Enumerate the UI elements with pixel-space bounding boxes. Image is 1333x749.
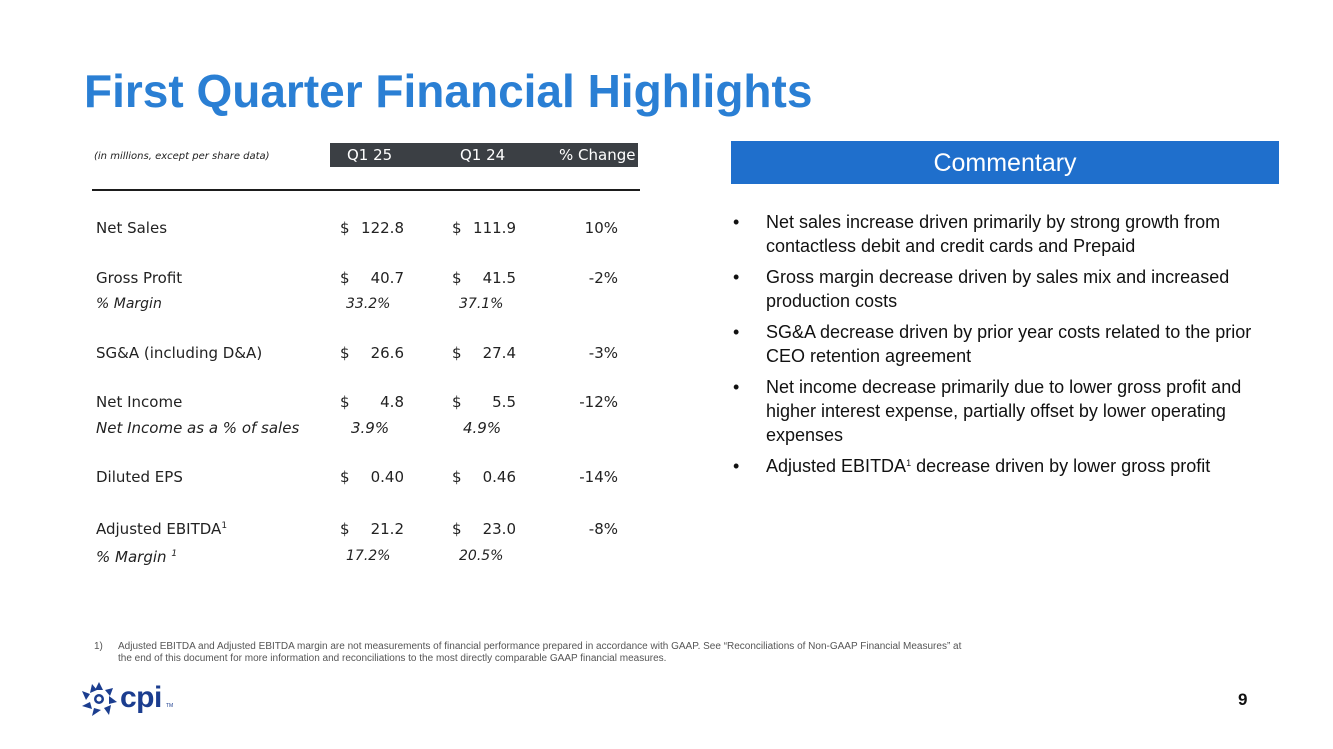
subrow-label-text: % Margin [96, 548, 167, 566]
commentary-item: • Adjusted EBITDA1 decrease driven by low… [733, 454, 1263, 478]
value-q1-25: 26.6 [370, 344, 404, 362]
margin-q1-24: 4.9% [463, 419, 502, 437]
value-change: -8% [588, 520, 618, 538]
currency-symbol: $ [340, 269, 350, 287]
header-change: % Change [559, 146, 636, 164]
bullet-icon: • [733, 456, 740, 476]
value-q1-25: 0.40 [370, 468, 404, 486]
commentary-item: • Net sales increase driven primarily by … [733, 210, 1263, 258]
value-q1-25: 21.2 [370, 520, 404, 538]
cpi-star-icon [82, 682, 117, 716]
bullet-icon: • [733, 377, 740, 397]
currency-symbol: $ [340, 393, 350, 411]
row-label: Diluted EPS [96, 468, 183, 486]
commentary-item: • SG&A decrease driven by prior year cost… [733, 320, 1263, 368]
subrow-label: Net Income as a % of sales [96, 419, 300, 437]
value-q1-25: 122.8 [361, 219, 404, 237]
footnote-text: Adjusted EBITDA and Adjusted EBITDA marg… [118, 641, 962, 664]
row-label: SG&A (including D&A) [96, 344, 263, 362]
commentary-item: • Net income decrease primarily due to lo… [733, 375, 1263, 447]
commentary-item: • Gross margin decrease driven by sales m… [733, 265, 1263, 313]
currency-symbol: $ [340, 344, 350, 362]
commentary-header: Commentary [731, 141, 1279, 184]
currency-symbol: $ [452, 219, 462, 237]
value-q1-24: 27.4 [482, 344, 516, 362]
header-divider [92, 189, 640, 191]
table-row: Diluted EPS $ 0.40 $ 0.46 -14% [92, 468, 640, 490]
header-q1-25: Q1 25 [347, 146, 393, 164]
table-row: Net Income $ 4.8 $ 5.5 -12% [92, 393, 640, 415]
footnote-marker: 1 [906, 458, 912, 468]
value-change: -2% [588, 269, 618, 287]
financial-table: (in millions, except per share data) Q1 … [92, 141, 640, 571]
currency-symbol: $ [452, 520, 462, 538]
commentary-text: SG&A decrease driven by prior year costs… [766, 322, 1252, 366]
value-change: -3% [588, 344, 618, 362]
bullet-icon: • [733, 322, 740, 342]
table-subrow: Net Income as a % of sales 3.9% 4.9% [92, 419, 640, 439]
commentary-text: Net sales increase driven primarily by s… [766, 212, 1221, 256]
header-q1-24: Q1 24 [460, 146, 506, 164]
trademark: TM [166, 703, 174, 709]
value-q1-25: 40.7 [370, 269, 404, 287]
currency-symbol: $ [452, 468, 462, 486]
bullet-icon: • [733, 212, 740, 232]
value-q1-24: 23.0 [482, 520, 516, 538]
currency-symbol: $ [340, 468, 350, 486]
margin-q1-25: 33.2% [346, 296, 391, 312]
margin-q1-25: 17.2% [346, 548, 391, 564]
margin-q1-24: 37.1% [459, 296, 504, 312]
table-row: Adjusted EBITDA1 $ 21.2 $ 23.0 -8% [92, 520, 640, 542]
units-note: (in millions, except per share data) [94, 151, 270, 162]
currency-symbol: $ [452, 269, 462, 287]
row-label: Net Sales [96, 219, 168, 237]
table-subrow: % Margin 1 17.2% 20.5% [92, 548, 640, 568]
margin-q1-24: 20.5% [459, 548, 504, 564]
value-q1-24: 41.5 [482, 269, 516, 287]
table-row: Net Sales $ 122.8 $ 111.9 10% [92, 219, 640, 241]
value-change: -12% [579, 393, 618, 411]
value-q1-24: 5.5 [492, 393, 516, 411]
commentary-text: Gross margin decrease driven by sales mi… [766, 267, 1230, 311]
margin-q1-25: 3.9% [351, 419, 390, 437]
commentary-text: Net income decrease primarily due to low… [766, 377, 1242, 445]
table-subrow: % Margin 33.2% 37.1% [92, 296, 640, 316]
subrow-label: % Margin [96, 296, 162, 312]
commentary-list: • Net sales increase driven primarily by … [733, 210, 1263, 485]
subrow-label: % Margin 1 [96, 548, 177, 566]
commentary-text-after: decrease driven by lower gross profit [911, 456, 1211, 476]
table-header: Q1 25 Q1 24 % Change [330, 143, 638, 167]
value-q1-24: 0.46 [482, 468, 516, 486]
bullet-icon: • [733, 267, 740, 287]
currency-symbol: $ [340, 219, 350, 237]
row-label: Adjusted EBITDA1 [96, 520, 227, 538]
value-q1-25: 4.8 [380, 393, 404, 411]
value-change: -14% [579, 468, 618, 486]
page-title: First Quarter Financial Highlights [84, 65, 813, 117]
currency-symbol: $ [452, 393, 462, 411]
cpi-logo: cpi TM [80, 681, 180, 717]
table-row: Gross Profit $ 40.7 $ 41.5 -2% [92, 269, 640, 291]
currency-symbol: $ [452, 344, 462, 362]
row-label: Gross Profit [96, 269, 183, 287]
row-label-text: Adjusted EBITDA [96, 520, 222, 538]
commentary-text-before: Adjusted EBITDA [766, 456, 907, 476]
page-number: 9 [1238, 690, 1248, 709]
footnote-number: 1) [94, 641, 103, 652]
value-change: 10% [584, 219, 618, 237]
currency-symbol: $ [340, 520, 350, 538]
value-q1-24: 111.9 [473, 219, 516, 237]
table-row: SG&A (including D&A) $ 26.6 $ 27.4 -3% [92, 344, 640, 366]
logo-text: cpi [120, 681, 162, 714]
row-label: Net Income [96, 393, 183, 411]
footnote-marker: 1 [221, 521, 228, 531]
footnote-marker: 1 [171, 549, 178, 559]
